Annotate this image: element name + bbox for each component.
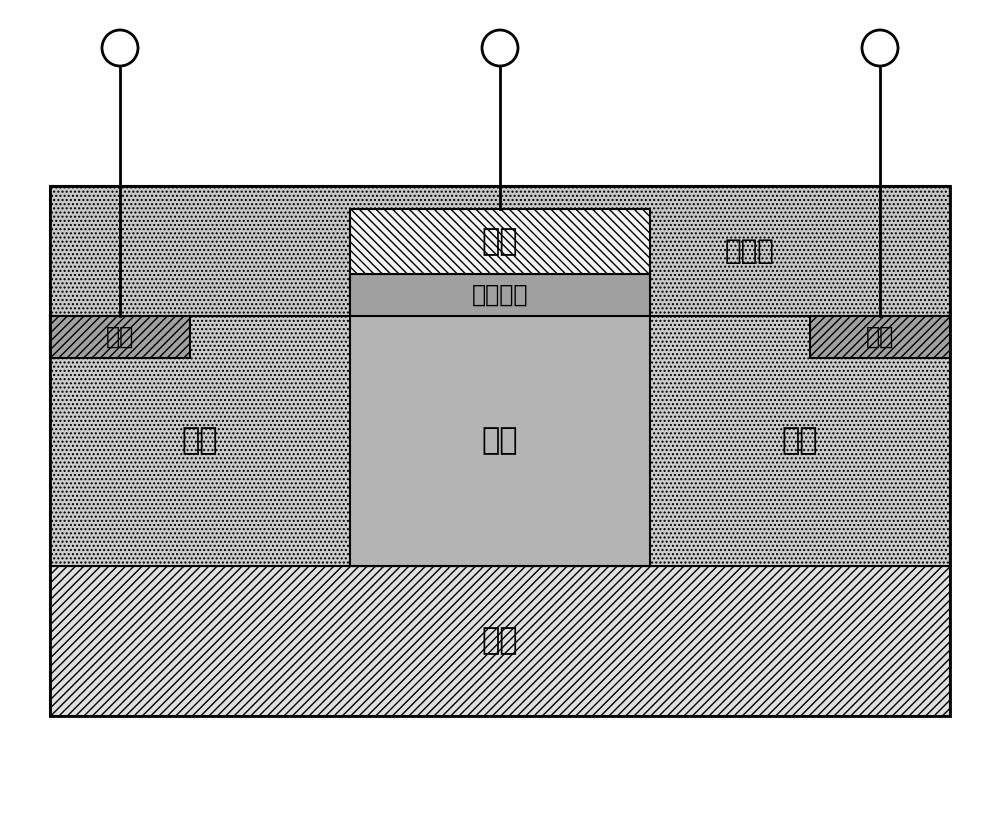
Circle shape bbox=[482, 30, 518, 66]
Text: 体区: 体区 bbox=[482, 426, 518, 455]
Bar bbox=[350, 274, 650, 566]
Text: 漏极: 漏极 bbox=[866, 325, 894, 349]
Bar bbox=[810, 316, 950, 358]
Bar bbox=[50, 566, 950, 716]
Bar bbox=[350, 209, 650, 274]
Text: 栅极: 栅极 bbox=[482, 227, 518, 256]
Text: 栅介质层: 栅介质层 bbox=[472, 283, 528, 307]
Text: 衬底: 衬底 bbox=[482, 626, 518, 656]
Text: 钝化层: 钝化层 bbox=[725, 237, 775, 265]
Bar bbox=[50, 186, 950, 716]
Text: 源区: 源区 bbox=[182, 426, 218, 455]
Text: 源极: 源极 bbox=[106, 325, 134, 349]
Bar bbox=[50, 186, 950, 316]
Bar bbox=[50, 316, 950, 566]
Circle shape bbox=[102, 30, 138, 66]
Circle shape bbox=[862, 30, 898, 66]
Bar bbox=[50, 316, 190, 358]
Bar bbox=[350, 274, 650, 316]
Text: 漏区: 漏区 bbox=[782, 426, 818, 455]
